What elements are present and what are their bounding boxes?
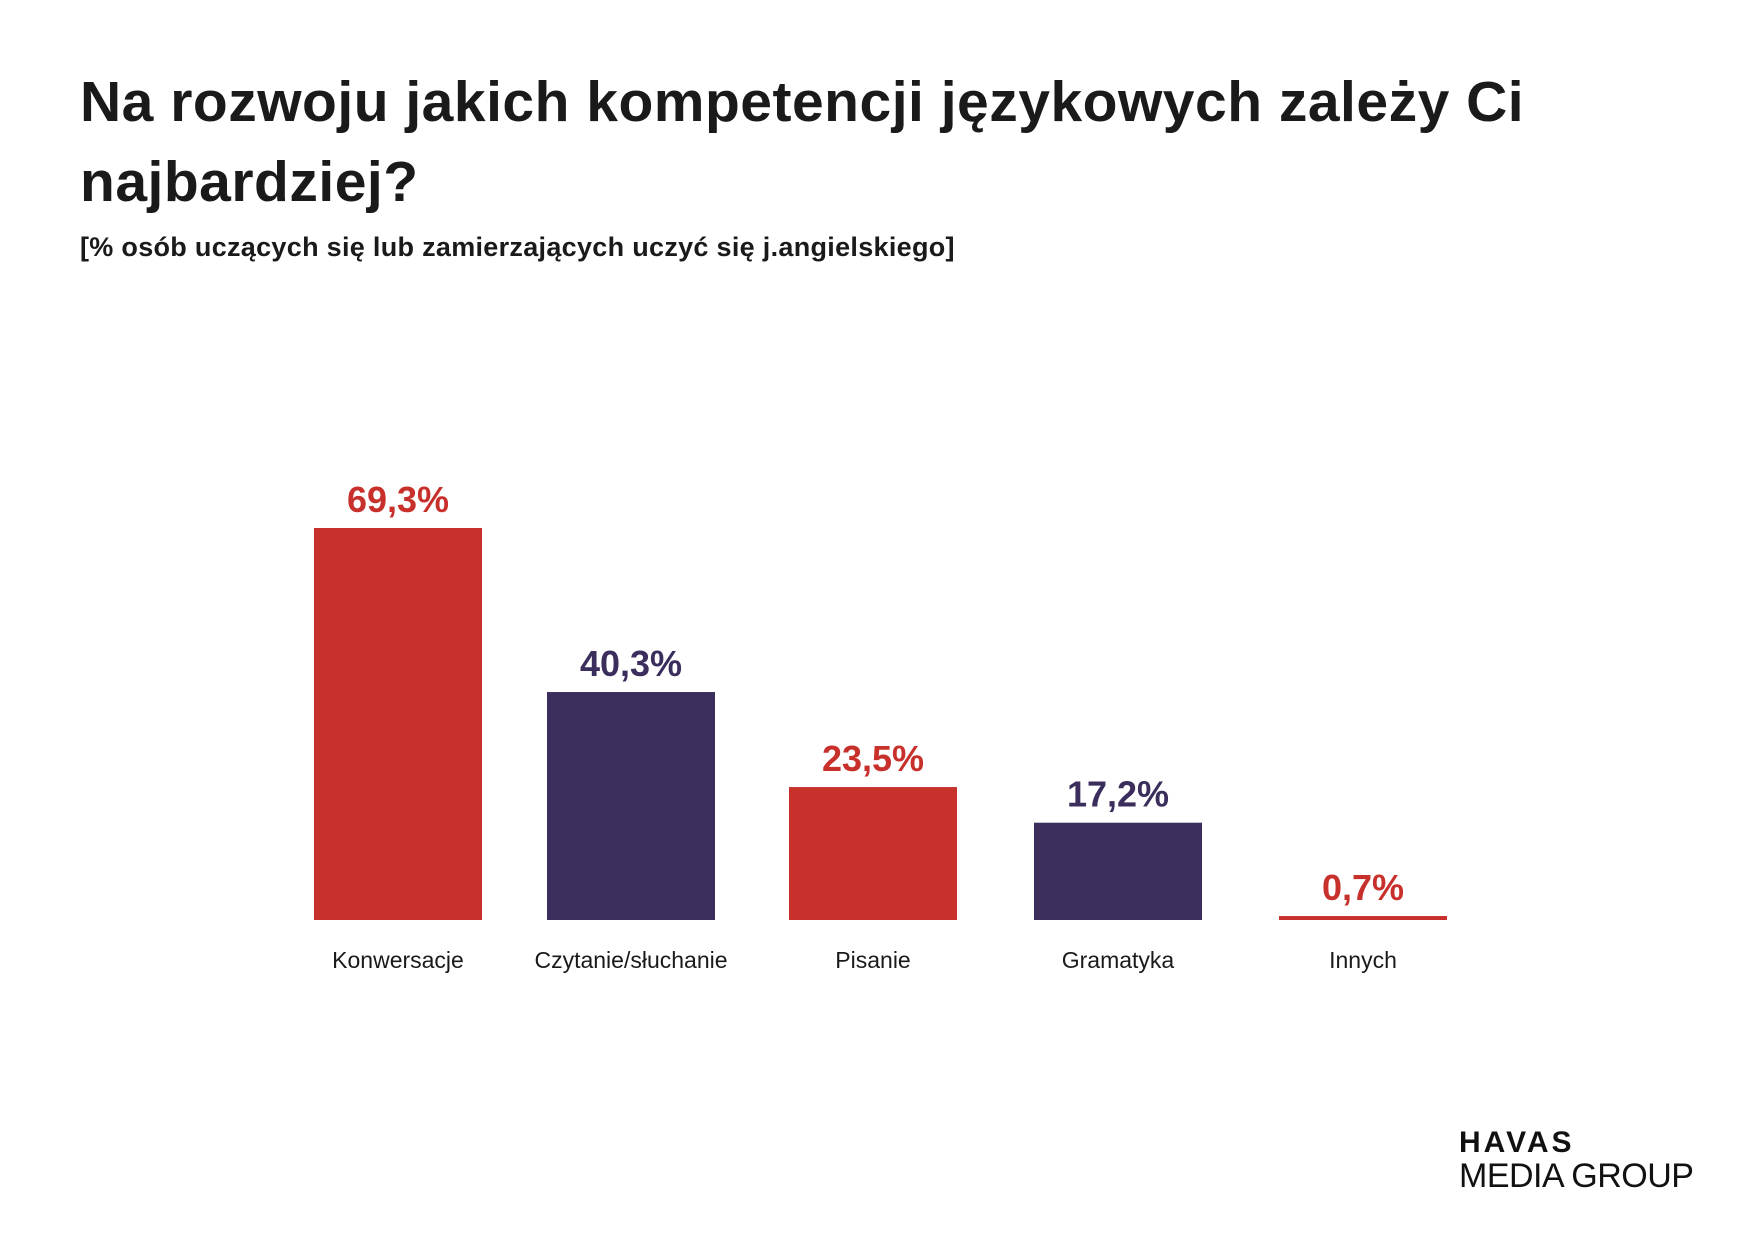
category-label-2: Pisanie [835, 947, 910, 973]
data-label-3: 17,2% [1067, 774, 1169, 815]
category-label-4: Innych [1329, 947, 1397, 973]
data-label-0: 69,3% [347, 479, 449, 520]
chart-subtitle: [% osób uczących się lub zamierzających … [80, 232, 955, 262]
bar-2 [789, 787, 957, 920]
logo-line-2: MEDIA GROUP [1459, 1157, 1694, 1195]
bar-0 [314, 528, 482, 920]
chart-title: Na rozwoju jakich kompetencji językowych… [80, 70, 1525, 214]
category-label-0: Konwersacje [332, 947, 464, 973]
data-label-2: 23,5% [822, 738, 924, 779]
havas-media-group-logo: HAVAS MEDIA GROUP [1459, 1126, 1694, 1195]
bar-3 [1034, 822, 1202, 920]
category-label-1: Czytanie/słuchanie [534, 947, 727, 973]
logo-line-1: HAVAS [1459, 1126, 1575, 1159]
category-label-3: Gramatyka [1062, 947, 1175, 973]
data-label-4: 0,7% [1322, 867, 1404, 908]
data-label-1: 40,3% [580, 643, 682, 684]
bar-1 [547, 692, 715, 920]
bar-4 [1279, 916, 1447, 920]
